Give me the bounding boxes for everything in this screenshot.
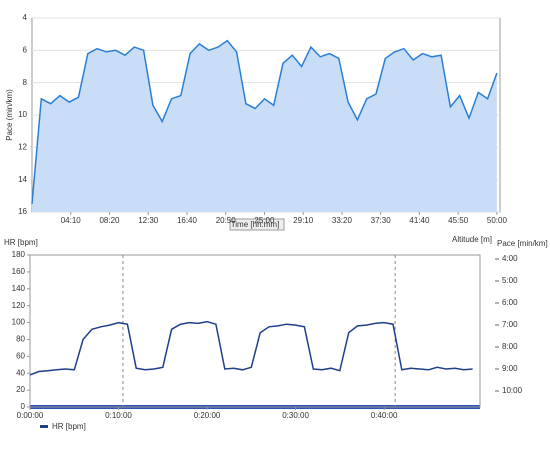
y-tick-label: 12	[18, 142, 27, 151]
y-tick-label: 20	[16, 385, 25, 394]
y-tick-label: 60	[16, 351, 25, 360]
y2-tick-label: 4:00	[502, 254, 518, 263]
x-tick-label: 20:50	[216, 216, 237, 225]
x-tick-label: 0:30:00	[282, 411, 309, 420]
legend-label: HR [bpm]	[52, 422, 86, 431]
y-tick-label: 4	[23, 13, 28, 22]
x-tick-label: 45:50	[448, 216, 469, 225]
y-tick-label: 140	[12, 284, 26, 293]
y-tick-label: 0	[21, 402, 26, 411]
x-tick-label: 08:20	[99, 216, 120, 225]
x-tick-label: 29:10	[293, 216, 314, 225]
y2-tick-label: 8:00	[502, 342, 518, 351]
x-tick-label: 0:00:00	[17, 411, 44, 420]
x-tick-label: 41:40	[409, 216, 430, 225]
y3-axis-title: Pace [min/km]	[497, 239, 548, 248]
x-tick-label: 0:10:00	[105, 411, 132, 420]
x-tick-label: 16:40	[177, 216, 198, 225]
x-tick-label: 0:20:00	[194, 411, 221, 420]
y2-tick-label: 7:00	[502, 320, 518, 329]
x-tick-label: 0:40:00	[371, 411, 398, 420]
y2-tick-label: 10:00	[502, 386, 523, 395]
x-tick-label: 37:30	[371, 216, 392, 225]
y-tick-label: 14	[18, 175, 27, 184]
x-tick-label: 25:00	[254, 216, 275, 225]
x-tick-label: 04:10	[61, 216, 82, 225]
y-tick-label: 16	[18, 207, 27, 216]
y-tick-label: 180	[12, 250, 26, 259]
x-tick-label: 50:00	[487, 216, 508, 225]
y-tick-label: 10	[18, 110, 27, 119]
y-tick-label: 8	[23, 78, 28, 87]
line	[29, 320, 473, 376]
y2-tick-label: 5:00	[502, 276, 518, 285]
y-axis-title: Pace (min/km)	[5, 89, 14, 141]
x-mode-button[interactable]	[229, 218, 285, 231]
y-tick-label: 80	[16, 335, 25, 344]
plot-area	[29, 254, 481, 408]
x-tick-label: 33:20	[332, 216, 353, 225]
y-tick-label: 40	[16, 368, 25, 377]
y-axis-title: HR [bpm]	[4, 238, 38, 247]
y-tick-label: 160	[12, 267, 26, 276]
x-tick-label: 12:30	[138, 216, 159, 225]
button-label[interactable]: Time [hh:mm]	[231, 220, 280, 229]
y-tick-label: 100	[12, 318, 26, 327]
area	[32, 40, 497, 212]
y2-tick-label: 9:00	[502, 364, 518, 373]
legend-swatch	[40, 425, 48, 428]
line	[31, 39, 498, 204]
y-tick-label: 120	[12, 301, 26, 310]
y2-tick-label: 6:00	[502, 298, 518, 307]
y2-axis-title: Altitude [m]	[452, 235, 492, 244]
y-tick-label: 6	[23, 45, 28, 54]
